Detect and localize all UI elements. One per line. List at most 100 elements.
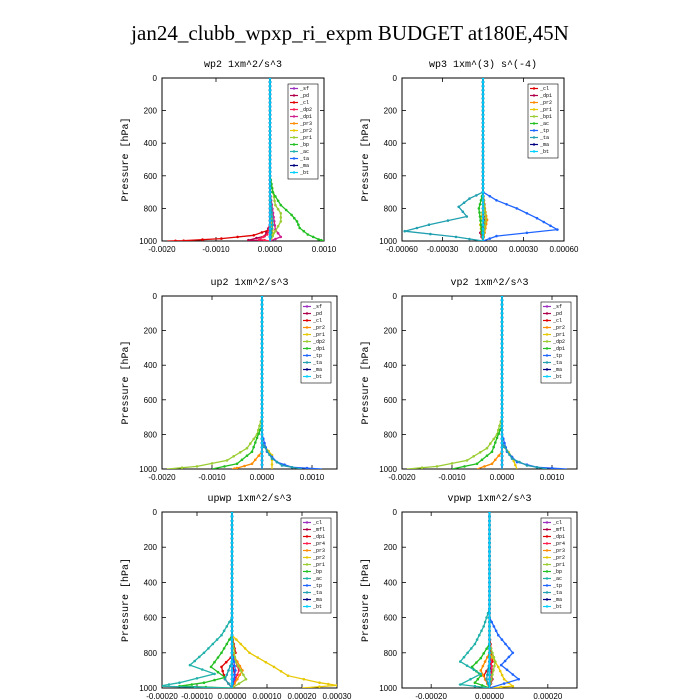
series-marker bbox=[500, 376, 504, 380]
legend-label: _pd bbox=[552, 311, 562, 317]
series-line-dp2 bbox=[406, 296, 503, 469]
series-marker bbox=[500, 450, 504, 454]
legend-label: _pr4 bbox=[552, 541, 565, 547]
legend-label: _ta bbox=[312, 590, 322, 596]
series-marker bbox=[232, 660, 236, 663]
series-line-ta bbox=[261, 296, 303, 469]
series-marker bbox=[274, 237, 277, 241]
legend-marker bbox=[305, 521, 309, 524]
y-tick-label: 800 bbox=[384, 649, 398, 658]
legend-marker bbox=[292, 101, 296, 104]
legend-label: _pr2 bbox=[299, 128, 312, 134]
series-marker bbox=[260, 407, 264, 410]
series-marker bbox=[243, 464, 246, 468]
series-marker bbox=[290, 213, 293, 217]
series-group bbox=[166, 296, 323, 469]
legend-marker bbox=[545, 528, 549, 531]
figure-title: jan24_clubb_wpxp_ri_expm BUDGET at180E,4… bbox=[130, 21, 569, 45]
series-marker bbox=[216, 670, 220, 674]
panel-title: wp3 1xm^(3) s^(-4) bbox=[429, 59, 537, 71]
series-marker bbox=[248, 651, 251, 655]
plot-frame bbox=[161, 295, 338, 470]
series-marker bbox=[481, 93, 485, 96]
series-marker bbox=[236, 673, 239, 677]
legend-label: _pr1 bbox=[312, 332, 325, 338]
y-tick-label: 200 bbox=[384, 107, 398, 116]
series-marker bbox=[263, 445, 266, 449]
series-marker bbox=[500, 329, 504, 332]
series-marker bbox=[268, 235, 272, 239]
legend-label: _ma bbox=[312, 367, 322, 373]
series-marker bbox=[260, 459, 264, 462]
x-tick-label: -0.0020 bbox=[148, 245, 176, 254]
y-tick-label: 1000 bbox=[379, 237, 397, 246]
series-marker bbox=[481, 199, 485, 202]
panel-title: wp2 1xm^2/s^3 bbox=[204, 59, 282, 71]
series-marker bbox=[497, 454, 501, 458]
series-marker bbox=[193, 659, 196, 663]
series-marker bbox=[500, 325, 504, 328]
chart-panel-0: wp2 1xm^2/s^3 Pressure [hPa] 0 200 400 600 800… bbox=[120, 59, 337, 254]
series-marker bbox=[263, 238, 266, 241]
series-marker bbox=[481, 137, 485, 141]
series-marker bbox=[500, 428, 504, 432]
series-marker bbox=[225, 459, 229, 462]
series-marker bbox=[268, 101, 272, 104]
series-marker bbox=[247, 238, 250, 241]
series-marker bbox=[230, 647, 234, 650]
series-marker bbox=[500, 303, 504, 306]
series-marker bbox=[295, 220, 299, 223]
series-marker bbox=[233, 655, 237, 659]
series-marker bbox=[268, 146, 272, 149]
y-axis-label: Pressure [hPa] bbox=[360, 558, 372, 642]
series-marker bbox=[275, 460, 279, 464]
legend-label: _bt bbox=[552, 604, 562, 610]
legend-label: _dp1 bbox=[312, 346, 325, 352]
series-marker bbox=[260, 296, 264, 298]
legend-marker bbox=[532, 136, 536, 139]
series-marker bbox=[477, 207, 481, 210]
series-marker bbox=[245, 446, 249, 450]
series-marker bbox=[488, 576, 491, 580]
legend-marker bbox=[545, 354, 549, 357]
series-marker bbox=[230, 611, 234, 615]
series-marker bbox=[488, 528, 491, 531]
series-marker bbox=[470, 647, 473, 650]
series-marker bbox=[260, 402, 264, 406]
series-marker bbox=[481, 158, 485, 161]
series-marker bbox=[273, 199, 276, 203]
series-marker bbox=[268, 109, 272, 112]
series-marker bbox=[260, 355, 264, 358]
y-tick-label: 800 bbox=[144, 649, 158, 658]
series-marker bbox=[500, 389, 504, 393]
series-line-pr2 bbox=[231, 296, 263, 469]
legend-label: _tp bbox=[539, 128, 549, 134]
series-marker bbox=[479, 672, 483, 676]
series-marker bbox=[542, 220, 546, 224]
legend-marker bbox=[305, 312, 309, 315]
series-marker bbox=[260, 359, 264, 363]
series-marker bbox=[260, 381, 264, 384]
series-marker bbox=[236, 660, 239, 663]
series-marker bbox=[481, 125, 485, 129]
series-marker bbox=[268, 453, 271, 457]
series-marker bbox=[505, 668, 509, 672]
series-marker bbox=[268, 125, 272, 129]
legend-label: _cl bbox=[312, 318, 322, 324]
chart-panel-2: up2 1xm^2/s^3 Pressure [hPa] 0 200 400 600 800… bbox=[120, 277, 338, 482]
series-marker bbox=[481, 182, 485, 186]
legend-marker bbox=[292, 164, 296, 167]
series-marker bbox=[198, 655, 201, 659]
legend-marker bbox=[545, 361, 549, 364]
series-marker bbox=[233, 467, 236, 469]
series-marker bbox=[225, 673, 229, 677]
series-marker bbox=[235, 466, 239, 469]
series-marker bbox=[273, 224, 277, 227]
series-marker bbox=[484, 212, 487, 216]
y-tick-label: 200 bbox=[144, 327, 158, 336]
series-marker bbox=[230, 664, 234, 668]
series-marker bbox=[220, 651, 223, 655]
series-marker bbox=[481, 215, 485, 218]
legend-label: _ma bbox=[312, 597, 322, 603]
series-marker bbox=[500, 355, 504, 358]
